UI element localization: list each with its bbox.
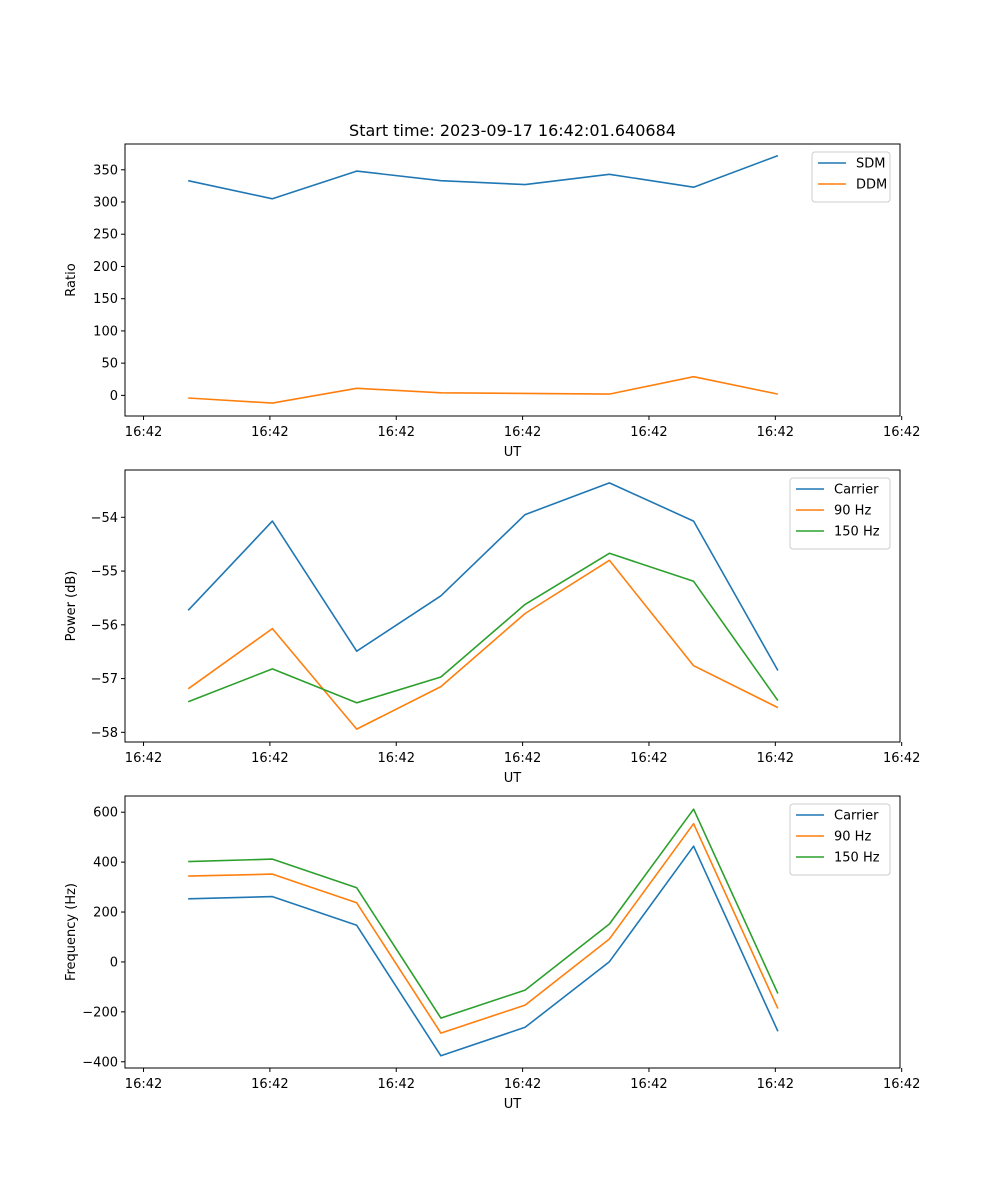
power-x-tick-label: 16:42	[883, 751, 920, 766]
frequency-y-axis-label: Frequency (Hz)	[64, 883, 79, 981]
power-x-tick-label: 16:42	[378, 751, 415, 766]
power-legend-label-carrier: Carrier	[834, 483, 879, 498]
ratio-x-tick-label: 16:42	[757, 425, 794, 440]
ratio-x-tick-label: 16:42	[883, 425, 920, 440]
power-panel: −58 −57 −56 −55 −54 16:42 16:42 16:42 16:42 16:42…	[64, 469, 920, 786]
ratio-y-tick-label: 50	[101, 357, 118, 372]
ratio-x-tick-label: 16:42	[251, 425, 288, 440]
frequency-x-tick-label: 16:42	[757, 1077, 794, 1092]
frequency-y-tick-label: −200	[82, 1005, 118, 1020]
ratio-y-tick-label: 250	[93, 228, 118, 243]
ratio-x-tick-label: 16:42	[125, 425, 162, 440]
power-y-tick-label: −58	[91, 726, 118, 741]
power-axes-frame	[124, 469, 901, 743]
frequency-x-tick-label: 16:42	[630, 1077, 667, 1092]
ratio-legend	[811, 151, 891, 203]
frequency-y-tick-label: 0	[110, 955, 118, 970]
frequency-legend-label-carrier: Carrier	[834, 809, 879, 824]
frequency-x-tick-label: 16:42	[504, 1077, 541, 1092]
ratio-legend-label-ddm: DDM	[856, 178, 887, 193]
frequency-legend-label-90-hz: 90 Hz	[834, 830, 871, 845]
frequency-x-tick-label: 16:42	[251, 1077, 288, 1092]
frequency-x-tick-label: 16:42	[125, 1077, 162, 1092]
frequency-x-tick-label: 16:42	[883, 1077, 920, 1092]
ratio-axes-frame	[124, 143, 901, 417]
frequency-y-tick-label: −400	[82, 1055, 118, 1070]
frequency-carrier-line	[188, 845, 779, 1057]
power-y-tick-label: −54	[91, 511, 118, 526]
ratio-y-tick-label: 150	[93, 292, 118, 307]
ratio-y-tick-label: 0	[110, 389, 118, 404]
chart-title: Start time: 2023-09-17 16:42:01.640684	[349, 121, 676, 140]
ratio-x-tick-label: 16:42	[630, 425, 667, 440]
power-x-tick-label: 16:42	[757, 751, 794, 766]
frequency-90-hz-line	[188, 822, 779, 1034]
frequency-y-tick-label: 200	[93, 906, 118, 921]
power-90-hz-line	[187, 559, 779, 730]
ratio-sdm-line	[188, 154, 779, 200]
power-150-hz-line	[187, 552, 779, 704]
frequency-legend-label-150-hz: 150 Hz	[834, 851, 880, 866]
ratio-x-tick-label: 16:42	[378, 425, 415, 440]
power-y-tick-label: −56	[91, 618, 118, 633]
ratio-y-tick-label: 300	[93, 196, 118, 211]
power-x-axis-label: UT	[504, 771, 522, 786]
power-y-axis-label: Power (dB)	[64, 571, 79, 642]
ratio-ddm-line	[188, 375, 779, 404]
power-x-tick-label: 16:42	[125, 751, 162, 766]
ratio-x-axis-label: UT	[504, 445, 522, 460]
power-y-tick-label: −57	[91, 672, 118, 687]
ratio-y-tick-label: 350	[93, 163, 118, 178]
power-legend-label-90-hz: 90 Hz	[834, 504, 871, 519]
power-x-tick-label: 16:42	[630, 751, 667, 766]
frequency-150-hz-line	[188, 808, 779, 1019]
ratio-y-axis-label: Ratio	[64, 263, 79, 296]
frequency-x-tick-label: 16:42	[378, 1077, 415, 1092]
ratio-y-tick-label: 100	[93, 324, 118, 339]
power-carrier-line	[187, 482, 779, 671]
frequency-x-axis-label: UT	[504, 1097, 522, 1112]
frequency-y-tick-label: 400	[93, 856, 118, 871]
power-y-tick-label: −55	[91, 565, 118, 580]
ratio-x-tick-label: 16:42	[504, 425, 541, 440]
power-legend-label-150-hz: 150 Hz	[834, 525, 880, 540]
frequency-y-tick-label: 600	[93, 806, 118, 821]
power-x-tick-label: 16:42	[251, 751, 288, 766]
power-x-tick-label: 16:42	[504, 751, 541, 766]
frequency-panel: −400 −200 0 200 400 600 16:42 16:42 16:42 16:42 16…	[64, 795, 920, 1112]
frequency-axes-frame	[124, 795, 901, 1069]
ratio-legend-label-sdm: SDM	[856, 157, 885, 172]
ratio-panel: 0 50 100 150 200 250 300 350 16:42 16:42 16:42 16:4…	[64, 143, 920, 460]
ratio-y-tick-label: 200	[93, 260, 118, 275]
